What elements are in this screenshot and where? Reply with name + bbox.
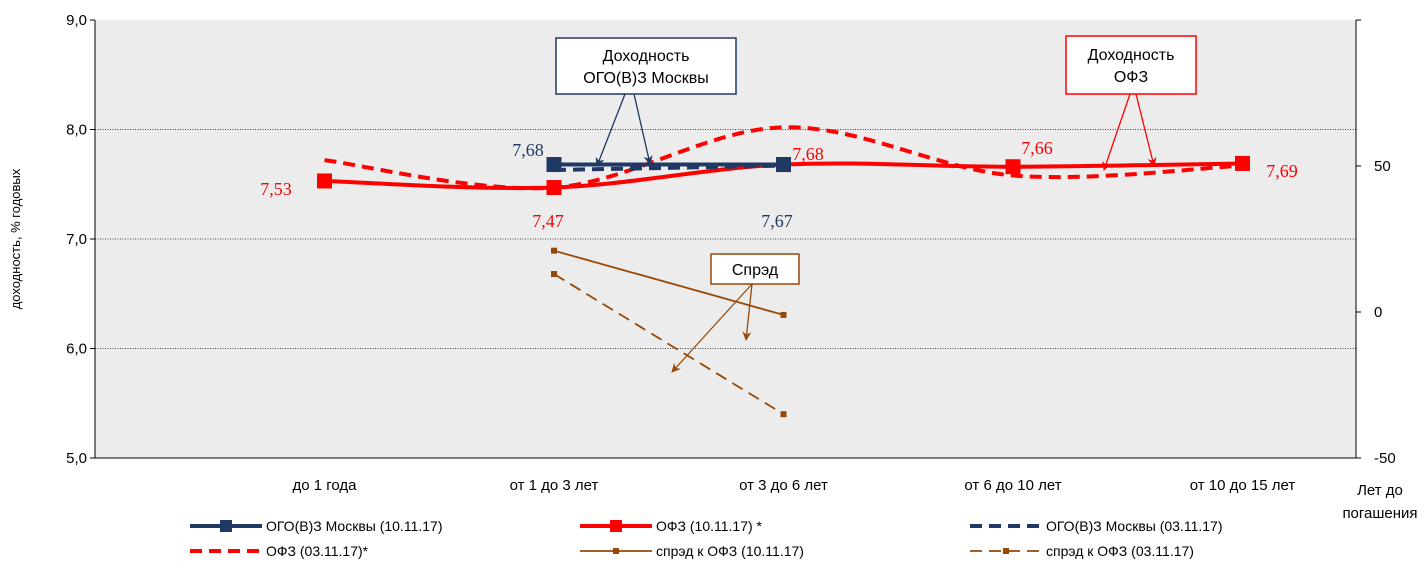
annotation-arrow [671, 283, 753, 373]
data-label: 7,67 [761, 211, 793, 231]
series-4-point [551, 247, 557, 254]
series-1-point [317, 173, 332, 189]
data-label: 7,68 [792, 144, 824, 164]
x-axis-title: погашения [1342, 505, 1417, 522]
data-label: 7,68 [512, 140, 544, 160]
y-tick-label: 8,0 [66, 122, 87, 139]
legend-swatch-marker [610, 520, 622, 532]
x-tick-label: от 10 до 15 лет [1190, 477, 1296, 494]
legend-label: спрэд к ОФЗ (10.11.17) [656, 543, 804, 559]
y-tick-label: 9,0 [66, 12, 87, 29]
annotation-text: Доходность [603, 48, 690, 65]
series-0-point [776, 157, 791, 173]
legend-label: спрэд к ОФЗ (03.11.17) [1046, 543, 1194, 559]
y-tick-label: 5,0 [66, 450, 87, 467]
y2-tick-label: -50 [1374, 450, 1396, 467]
data-label: 7,53 [260, 179, 292, 199]
y-tick-label: 7,0 [66, 231, 87, 248]
legend-label: ОФЗ (03.11.17)* [266, 543, 369, 559]
annotation-arrow [595, 93, 626, 167]
annotation-box [1065, 35, 1197, 95]
y2-tick-label: 0 [1374, 304, 1382, 321]
series-3-line [324, 125, 1243, 191]
annotation-box [710, 253, 800, 285]
y-axis-title: доходность, % годовых [8, 168, 23, 309]
annotation-arrow [633, 93, 653, 165]
y2-tick-label: 50 [1374, 158, 1391, 175]
legend-swatch-marker [1003, 548, 1009, 554]
annotation-box [555, 37, 737, 95]
legend-label: ОГО(В)З Москвы (10.11.17) [266, 518, 442, 534]
x-axis-title: Лет до [1357, 482, 1403, 499]
legend-swatch-marker [613, 548, 619, 554]
series-4-point [780, 311, 787, 318]
series-1-point [1235, 155, 1250, 171]
annotation-arrow [1135, 93, 1157, 167]
series-5-point [780, 411, 787, 418]
data-label: 7,66 [1021, 138, 1053, 158]
series-5-point [551, 271, 557, 278]
x-tick-label: от 3 до 6 лет [739, 477, 828, 494]
data-label: 7,69 [1266, 161, 1298, 181]
data-label: 7,47 [532, 211, 564, 231]
annotation-text: ОГО(В)З Москвы [583, 70, 709, 87]
x-tick-label: от 1 до 3 лет [510, 477, 599, 494]
legend-label: ОГО(В)З Москвы (03.11.17) [1046, 518, 1222, 534]
series-1-point [546, 180, 562, 196]
annotation-arrow [742, 283, 753, 341]
legend-label: ОФЗ (10.11.17) * [656, 518, 763, 534]
annotation-text: Спрэд [732, 262, 779, 279]
annotation-arrow [1102, 93, 1131, 171]
series-1-point [1005, 159, 1021, 175]
series-0-point [546, 157, 562, 173]
x-tick-label: до 1 года [292, 477, 357, 494]
annotation-text: Доходность [1088, 47, 1175, 64]
series-4-line [553, 249, 784, 316]
y-tick-label: 6,0 [66, 341, 87, 358]
annotation-text: ОФЗ [1114, 69, 1148, 86]
legend-swatch-marker [220, 520, 232, 532]
x-tick-label: от 6 до 10 лет [964, 477, 1061, 494]
series-5-line [553, 273, 784, 415]
